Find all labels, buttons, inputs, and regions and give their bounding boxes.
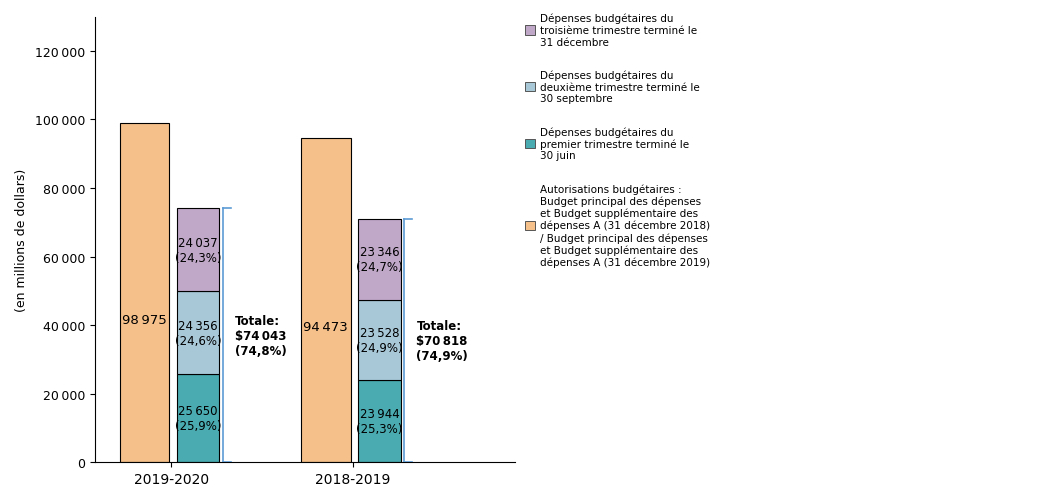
Text: 23 944
(25,3%): 23 944 (25,3%) bbox=[356, 407, 402, 435]
Bar bbox=[177, 291, 220, 375]
Bar bbox=[177, 375, 220, 462]
Bar bbox=[177, 209, 220, 291]
Text: 94 473: 94 473 bbox=[303, 320, 348, 333]
Y-axis label: (en millions de dollars): (en millions de dollars) bbox=[15, 168, 28, 312]
Bar bbox=[358, 220, 401, 300]
Text: 24 037
(24,3%): 24 037 (24,3%) bbox=[175, 236, 221, 264]
Text: 25 650
(25,9%): 25 650 (25,9%) bbox=[175, 404, 221, 432]
Bar bbox=[301, 139, 350, 462]
Bar bbox=[358, 380, 401, 462]
Legend: Dépenses budgétaires du
troisième trimestre terminé le
31 décembre, Dépenses bud: Dépenses budgétaires du troisième trimes… bbox=[525, 14, 711, 268]
Text: Totale:
$74 043
(74,8%): Totale: $74 043 (74,8%) bbox=[235, 314, 287, 357]
Text: 98 975: 98 975 bbox=[122, 314, 167, 327]
Text: 24 356
(24,6%): 24 356 (24,6%) bbox=[175, 319, 221, 347]
Bar bbox=[358, 300, 401, 380]
Text: 23 346
(24,7%): 23 346 (24,7%) bbox=[356, 246, 402, 274]
Text: Totale:
$70 818
(74,9%): Totale: $70 818 (74,9%) bbox=[417, 320, 468, 363]
Bar bbox=[120, 124, 169, 462]
Text: 23 528
(24,9%): 23 528 (24,9%) bbox=[356, 326, 402, 354]
